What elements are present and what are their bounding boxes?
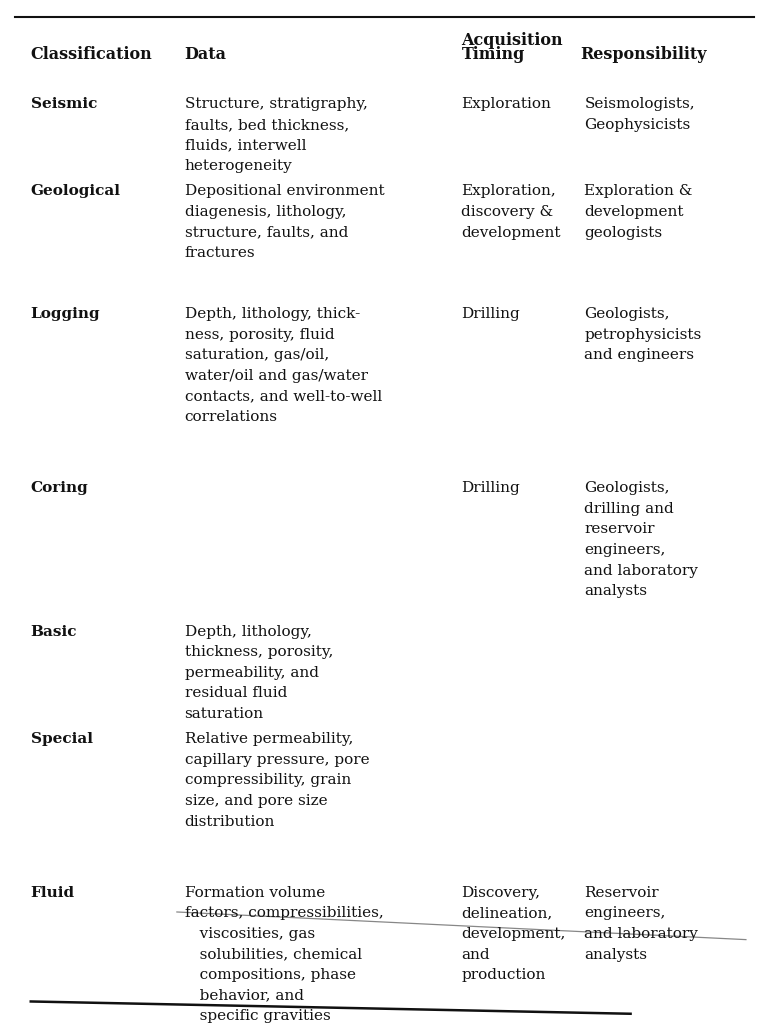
Text: Logging: Logging: [31, 307, 101, 322]
Text: Drilling: Drilling: [461, 481, 520, 496]
Text: Structure, stratigraphy,
faults, bed thickness,
fluids, interwell
heterogeneity: Structure, stratigraphy, faults, bed thi…: [185, 97, 368, 173]
Text: Seismologists,
Geophysicists: Seismologists, Geophysicists: [584, 97, 695, 132]
Text: Depth, lithology, thick-
ness, porosity, fluid
saturation, gas/oil,
water/oil an: Depth, lithology, thick- ness, porosity,…: [185, 307, 382, 424]
Text: Seismic: Seismic: [31, 97, 97, 112]
Text: Depth, lithology,
thickness, porosity,
permeability, and
residual fluid
saturati: Depth, lithology, thickness, porosity, p…: [185, 625, 333, 721]
Text: Fluid: Fluid: [31, 886, 75, 900]
Text: Special: Special: [31, 732, 93, 746]
Text: Discovery,
delineation,
development,
and
production: Discovery, delineation, development, and…: [461, 886, 566, 982]
Text: Acquisition: Acquisition: [461, 32, 563, 49]
Text: Reservoir
engineers,
and laboratory
analysts: Reservoir engineers, and laboratory anal…: [584, 886, 698, 962]
Text: Exploration &
development
geologists: Exploration & development geologists: [584, 184, 693, 240]
Text: Geological: Geological: [31, 184, 121, 199]
Text: Formation volume
factors, compressibilities,
   viscosities, gas
   solubilities: Formation volume factors, compressibilit…: [185, 886, 383, 1023]
Text: Relative permeability,
capillary pressure, pore
compressibility, grain
size, and: Relative permeability, capillary pressur…: [185, 732, 369, 828]
Text: Coring: Coring: [31, 481, 88, 496]
Text: Classification: Classification: [31, 46, 152, 63]
Text: Depositional environment
diagenesis, lithology,
structure, faults, and
fractures: Depositional environment diagenesis, lit…: [185, 184, 384, 260]
Text: Drilling: Drilling: [461, 307, 520, 322]
Text: Responsibility: Responsibility: [581, 46, 707, 63]
Text: Geologists,
drilling and
reservoir
engineers,
and laboratory
analysts: Geologists, drilling and reservoir engin…: [584, 481, 698, 598]
Text: Geologists,
petrophysicists
and engineers: Geologists, petrophysicists and engineer…: [584, 307, 701, 362]
Text: Basic: Basic: [31, 625, 77, 639]
Text: Data: Data: [185, 46, 227, 63]
Text: Timing: Timing: [461, 46, 524, 63]
Text: Exploration: Exploration: [461, 97, 551, 112]
Text: Exploration,
discovery &
development: Exploration, discovery & development: [461, 184, 561, 240]
